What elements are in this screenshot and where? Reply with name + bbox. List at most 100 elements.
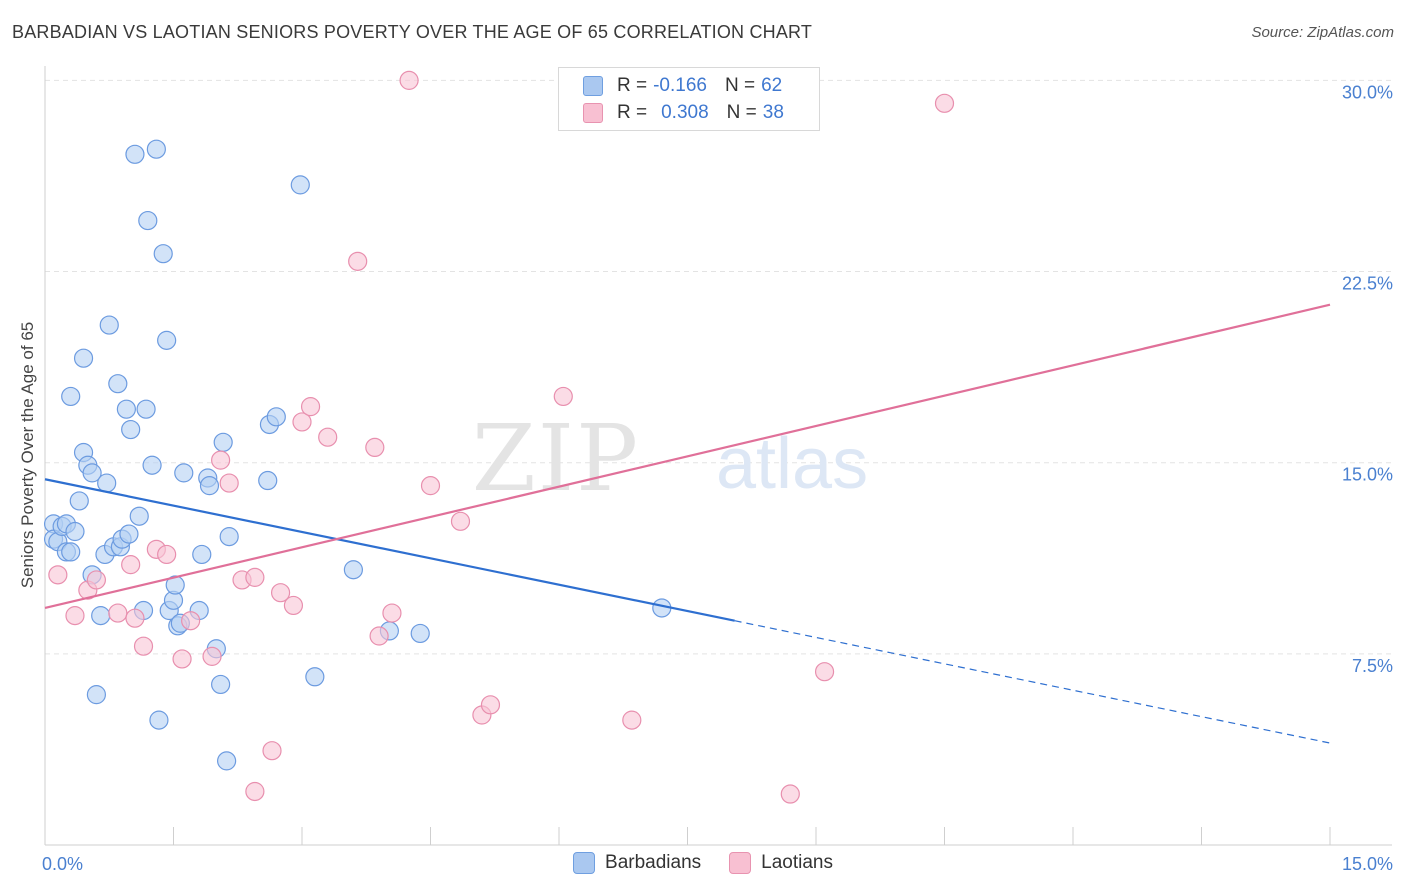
y-tick-label: 7.5% [1352, 656, 1393, 676]
laotian-point [814, 662, 835, 682]
r-value: -0.166 [653, 75, 707, 96]
laotian-point [211, 450, 231, 470]
legend-item-laotians: Laotians [729, 852, 833, 874]
tick-labels: 7.5% 15.0% 22.5% 30.0% 0.0% 15.0% [42, 82, 1393, 874]
laotian-point [292, 412, 312, 432]
barbadian-point [138, 210, 158, 231]
n-label: N = [724, 75, 756, 96]
r-label: R = [617, 75, 648, 96]
x-tick-label: 15.0% [1342, 854, 1393, 874]
legend-swatch-barbadians [573, 852, 596, 874]
barbadian-point [290, 175, 310, 195]
legend-row-barbadians: R = -0.166 N = 62 [583, 74, 782, 98]
barbadian-point [136, 399, 156, 419]
watermark-atlas: atlas [716, 424, 868, 504]
r-value: 0.308 [661, 102, 709, 123]
barbadian-point [258, 470, 278, 491]
barbadian-point [211, 674, 231, 695]
laotian-point [48, 565, 68, 585]
barbadian-point [213, 432, 233, 452]
barbadian-trend-extension [734, 620, 1331, 744]
y-tick-label: 15.0% [1342, 465, 1393, 485]
barbadian-point [153, 244, 173, 264]
source-label: Source: ZipAtlas.com [1251, 24, 1394, 41]
barbadian-point [116, 399, 136, 419]
barbadian-point [91, 606, 111, 626]
y-tick-label: 30.0% [1342, 82, 1393, 102]
laotian-point [300, 397, 321, 417]
barbadian-point [305, 667, 325, 687]
barbadian-point [129, 506, 149, 526]
barbadian-point [86, 685, 107, 705]
laotian-point [450, 511, 471, 531]
legend-label-barbadians: Barbadians [605, 852, 702, 873]
trend-lines [44, 303, 1331, 744]
correlation-legend: R = -0.166 N = 62 R = 0.308 N = 38 [558, 67, 820, 131]
laotian-point [382, 603, 402, 623]
barbadian-point [73, 348, 94, 368]
laotian-point [245, 567, 265, 587]
laotian-point [270, 583, 291, 603]
y-tick-label: 22.5% [1342, 274, 1393, 294]
r-label: R = [617, 102, 648, 123]
laotian-point [369, 626, 389, 646]
legend-label-laotians: Laotians [761, 852, 833, 873]
laotian-point [399, 70, 419, 90]
laotian-point [181, 611, 201, 631]
laotian-point [86, 570, 107, 590]
watermark-zip: ZIP [472, 405, 640, 512]
laotian-point [157, 544, 177, 565]
laotian-point [780, 784, 800, 804]
legend-item-barbadians: Barbadians [573, 852, 701, 874]
laotian-point [108, 603, 128, 623]
laotian-point [219, 473, 239, 493]
laotian-point [202, 646, 222, 666]
laotian-point [262, 741, 282, 761]
laotian-point [420, 476, 441, 496]
barbadian-point [219, 527, 239, 547]
barbadian-point [61, 542, 81, 562]
barbadian-point [82, 463, 102, 483]
barbadian-point [119, 524, 139, 544]
chart-title: BARBADIAN VS LAOTIAN SENIORS POVERTY OVE… [12, 22, 813, 42]
barbadian-point [121, 419, 141, 440]
barbadian-point [157, 330, 177, 350]
barbadian-point [65, 521, 85, 542]
barbadian-point [165, 575, 185, 595]
barbadian-point [99, 315, 119, 335]
legend-swatch-laotians [729, 852, 752, 874]
laotian-point [318, 427, 338, 447]
barbadian-trend-line [44, 478, 735, 622]
barbadian-point [125, 144, 145, 164]
legend-row-laotians: R = 0.308 N = 38 [583, 101, 784, 125]
barbadian-point [142, 455, 162, 475]
barbadian-point [149, 710, 169, 730]
laotian-point [622, 710, 642, 730]
barbadian-point [174, 463, 194, 483]
n-value: 62 [761, 75, 783, 96]
data-points [43, 70, 955, 804]
laotian-point [65, 606, 85, 626]
laotian-point [365, 437, 385, 458]
laotian-point [934, 93, 955, 113]
barbadian-point [192, 544, 212, 565]
barbadian-point [97, 473, 117, 493]
barbadian-point [199, 476, 220, 496]
axes [44, 66, 1392, 846]
laotian-trend-line [44, 303, 1331, 610]
legend-swatch-barbadians [583, 76, 603, 96]
barbadian-point [108, 374, 128, 394]
x-tick-label: 0.0% [42, 854, 83, 874]
barbadian-point [266, 407, 286, 427]
laotian-point [283, 595, 304, 616]
legend-swatch-laotians [583, 103, 603, 123]
laotian-point [125, 608, 145, 628]
barbadian-point [217, 751, 237, 771]
laotian-point [121, 555, 141, 575]
barbadian-point [343, 560, 363, 580]
laotian-point [245, 781, 265, 802]
barbadian-point [410, 623, 430, 644]
laotian-point [172, 649, 192, 669]
laotian-point [553, 386, 573, 407]
